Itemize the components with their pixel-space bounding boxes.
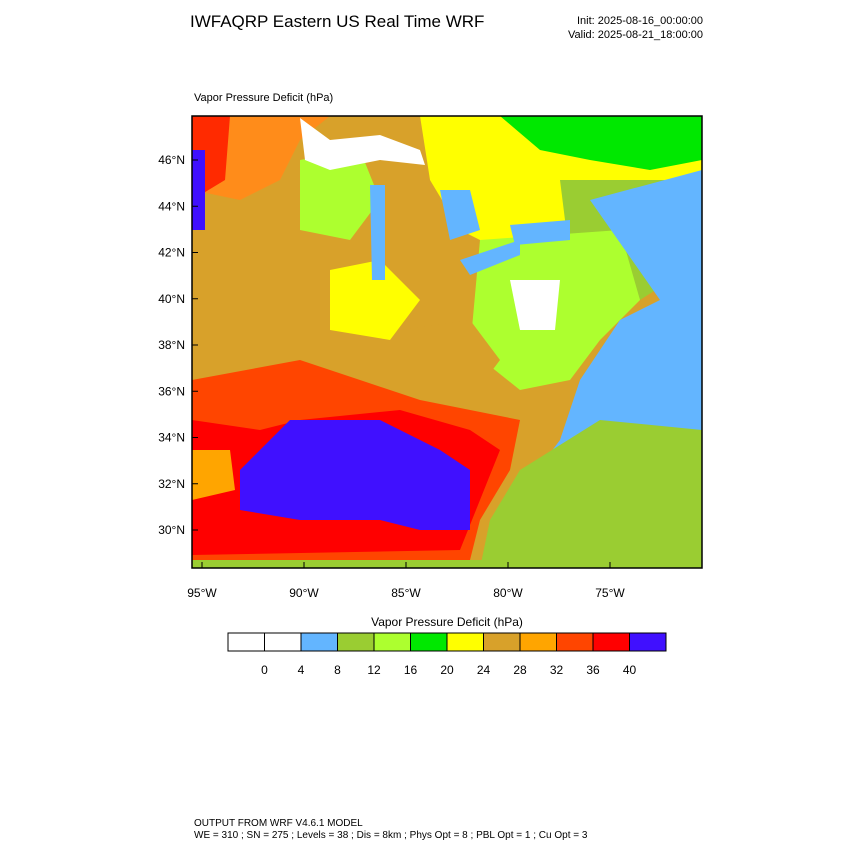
title: IWFAQRP Eastern US Real Time WRF <box>190 12 484 31</box>
colorbar-box <box>483 632 521 652</box>
colorbar-label: 32 <box>550 663 564 677</box>
map-title: Vapor Pressure Deficit (hPa) <box>194 92 333 104</box>
colorbar-label: 4 <box>298 663 305 677</box>
colorbar-box <box>264 632 302 652</box>
colorbar-box <box>373 632 411 652</box>
lon-label: 90°W <box>289 586 319 600</box>
colorbar-label: 28 <box>513 663 527 677</box>
lat-label: 36°N <box>158 384 185 398</box>
colorbar-label: 16 <box>404 663 418 677</box>
lat-label: 34°N <box>158 431 185 445</box>
colorbar-box <box>519 632 557 652</box>
lat-label: 42°N <box>158 246 185 260</box>
lon-label: 95°W <box>187 586 217 600</box>
lon-label: 75°W <box>595 586 625 600</box>
colorbar-label: 0 <box>261 663 268 677</box>
init-time: Init: 2025-08-16_00:00:00 <box>577 15 703 27</box>
colorbar-title: Vapor Pressure Deficit (hPa) <box>371 615 523 629</box>
colorbar-label: 40 <box>623 663 637 677</box>
colorbar-box <box>337 632 375 652</box>
colorbar: 0 4 8 12 16 20 24 28 32 36 40 <box>227 632 667 677</box>
lat-axis: 46°N 44°N 42°N 40°N 38°N 36°N 34°N 32°N 30°N <box>158 153 198 537</box>
footer-line: OUTPUT FROM WRF V4.6.1 MODEL <box>194 818 363 829</box>
lon-axis: 95°W 90°W 85°W 80°W 75°W <box>187 562 625 600</box>
colorbar-box <box>629 632 667 652</box>
colorbar-label: 12 <box>367 663 381 677</box>
valid-time: Valid: 2025-08-21_18:00:00 <box>568 29 703 41</box>
colorbar-label: 24 <box>477 663 491 677</box>
colorbar-box <box>592 632 630 652</box>
colorbar-label: 36 <box>586 663 600 677</box>
lat-label: 32°N <box>158 477 185 491</box>
colorbar-box <box>446 632 484 652</box>
colorbar-label: 20 <box>440 663 454 677</box>
map-frame <box>191 115 703 569</box>
colorbar-box <box>556 632 594 652</box>
footer-line: WE = 310 ; SN = 275 ; Levels = 38 ; Dis … <box>194 830 588 841</box>
lat-label: 44°N <box>158 199 185 213</box>
colorbar-box <box>300 632 338 652</box>
lat-label: 46°N <box>158 153 185 167</box>
colorbar-label: 8 <box>334 663 341 677</box>
lat-label: 30°N <box>158 523 185 537</box>
colorbar-box <box>410 632 448 652</box>
lat-label: 38°N <box>158 338 185 352</box>
map-field <box>192 116 702 568</box>
lon-label: 85°W <box>391 586 421 600</box>
lon-label: 80°W <box>493 586 523 600</box>
colorbar-box <box>227 632 265 652</box>
lat-label: 40°N <box>158 292 185 306</box>
